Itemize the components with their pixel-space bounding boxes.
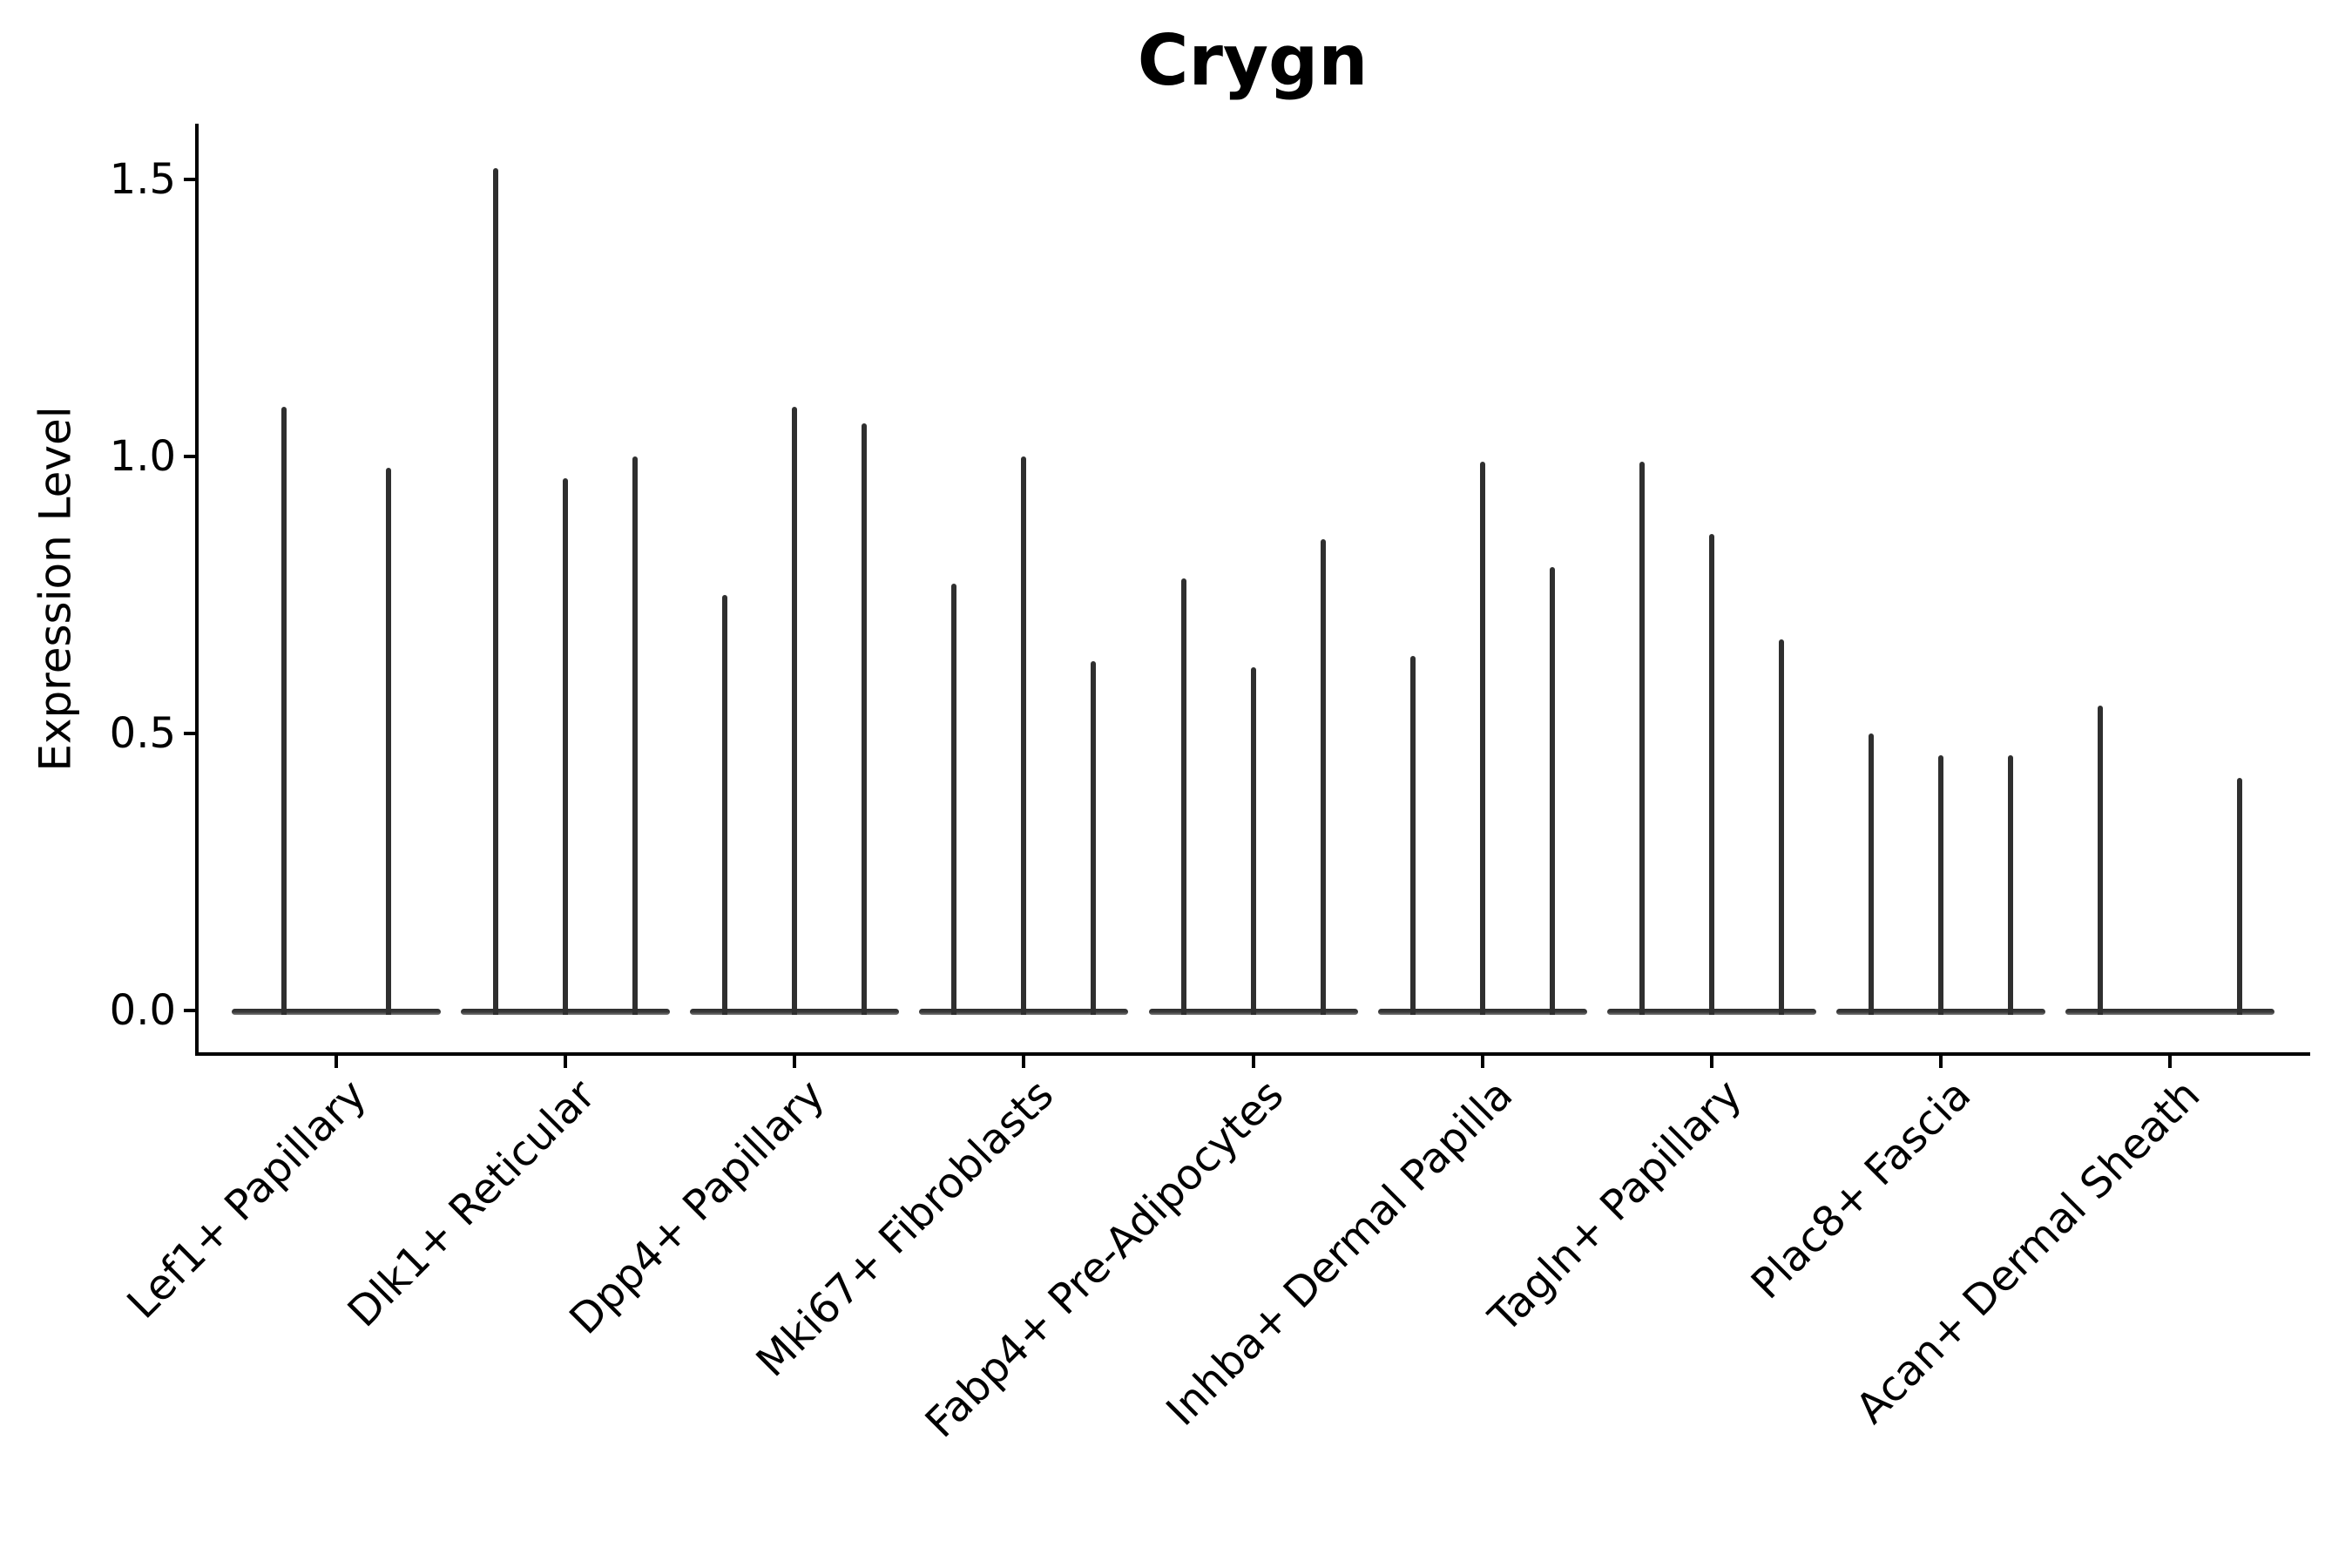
y-tick-label: 1.5 [109,155,176,204]
x-tick-label: Inhba+ Dermal Papilla [1156,1070,1522,1436]
violin-spike [386,467,391,1015]
violin-spike [1708,534,1714,1015]
violin-spike [1250,666,1256,1015]
x-tick-label: Dlk1+ Reticular [338,1070,605,1337]
x-tick-label: Plac8+ Fascia [1741,1070,1981,1309]
violin-spike [1091,661,1097,1015]
violin-spike [281,406,287,1015]
violin-spike [792,406,798,1015]
y-tick [184,1009,197,1012]
violin-spike [722,595,728,1015]
violin-spike [632,456,639,1015]
violin-spike [1639,462,1645,1015]
x-tick [1480,1054,1484,1068]
violin-spike [1778,639,1784,1015]
violin-spike [2237,777,2242,1015]
x-tick [1022,1054,1026,1068]
x-tick [335,1054,338,1068]
x-tick [793,1054,797,1068]
y-tick [184,732,197,735]
violin-spike [1180,578,1186,1015]
x-tick [1938,1054,1943,1068]
violin-spike [862,422,868,1015]
x-tick [1709,1054,1713,1068]
violin-base [2065,1009,2274,1015]
violin-spike [1021,456,1027,1015]
y-axis-label-box: Expression Level [5,124,106,1054]
x-tick [564,1054,568,1068]
y-tick-label: 0.5 [109,709,176,758]
violin-spike [2098,706,2103,1015]
x-tick-label: Tagln+ Papillary [1479,1070,1752,1342]
x-tick [1251,1054,1255,1068]
y-tick [184,178,197,181]
violin-spike [1320,539,1326,1015]
violin-base [232,1009,441,1015]
violin-spike [1868,733,1874,1015]
x-tick-label: Mki67+ Fibroblasts [747,1070,1064,1387]
violin-spike [951,584,957,1015]
violin-spike [493,168,499,1015]
x-tick [2168,1054,2172,1068]
x-tick-label: Fabp4+ Pre-Adipocytes [916,1070,1293,1448]
violin-spike [1937,755,1943,1015]
violin-spike [2007,755,2013,1015]
x-tick-label: Dpp4+ Papillary [560,1070,835,1344]
y-axis-spine [195,124,199,1056]
x-tick-label: Acan+ Dermal Sheath [1846,1070,2210,1434]
y-tick [184,455,197,458]
violin-spike [563,478,569,1015]
violin-spike [1549,567,1555,1015]
y-tick-label: 1.0 [109,432,176,481]
chart-title: Crygn [1137,20,1369,101]
y-tick-label: 0.0 [109,986,176,1035]
violin-spike [1479,462,1485,1015]
violin-spike [1409,655,1416,1015]
